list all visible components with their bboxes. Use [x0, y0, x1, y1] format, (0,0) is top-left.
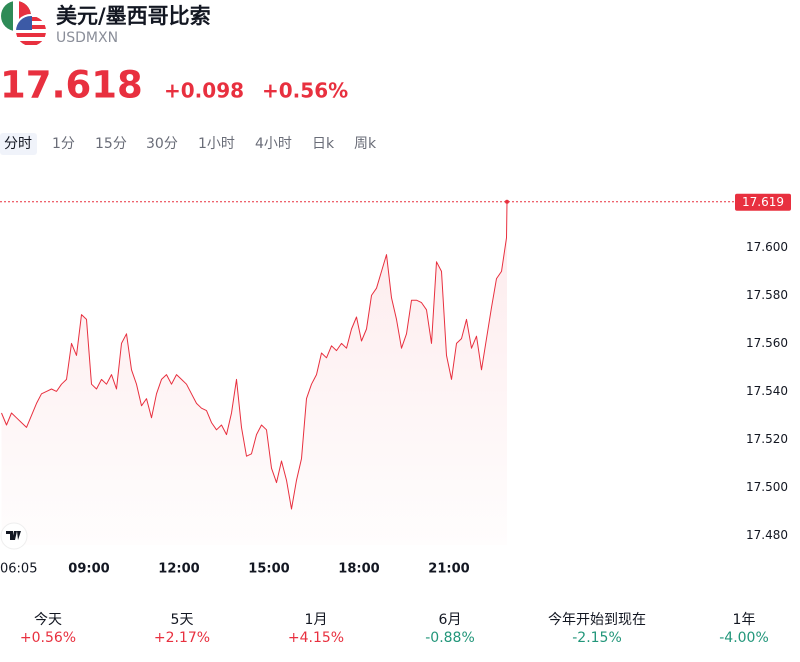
tab[interactable]: 周k	[354, 136, 377, 152]
y-tick-label: 17.520	[746, 432, 788, 446]
period-change[interactable]: -2.15%	[572, 630, 622, 646]
active-tab-bg[interactable]	[0, 133, 37, 155]
period-label[interactable]: 今天	[34, 612, 62, 628]
performance-row: 今天 +0.56% 5天 +2.17% 1月 +4.15% 6月 -0.88% 今年开始到现在 -…	[20, 612, 769, 646]
tab[interactable]: 1小时	[198, 136, 235, 152]
period-change[interactable]: -4.00%	[719, 630, 769, 646]
x-tick-label: 06:05	[0, 562, 37, 577]
price-change: +0.098	[164, 79, 244, 103]
x-tick-label: 12:00	[158, 562, 199, 577]
area	[1, 201, 507, 546]
y-tick-label: 17.540	[746, 384, 788, 398]
tab[interactable]: 30分	[146, 136, 178, 152]
title: 美元/墨西哥比索	[56, 4, 211, 28]
tab[interactable]: 1分	[52, 136, 75, 152]
active-tab[interactable]: 分时	[4, 136, 32, 152]
period-label[interactable]: 5天	[171, 612, 194, 628]
period-label[interactable]: 1月	[305, 612, 328, 628]
price-change-pct: +0.56%	[262, 79, 348, 103]
tradingview-logo	[0, 522, 28, 550]
x-tick-label: 21:00	[428, 562, 469, 577]
period-change[interactable]: +4.15%	[288, 630, 344, 646]
interval-tabs: 分时 1分 15分 30分 1小时 4小时 日k 周k	[0, 133, 377, 155]
tab[interactable]: 4小时	[255, 136, 292, 152]
period-change[interactable]: +2.17%	[154, 630, 210, 646]
last-price-box	[735, 193, 791, 211]
period-change[interactable]: -0.88%	[425, 630, 475, 646]
y-tick-label: 17.580	[746, 288, 788, 302]
last-price-label: 17.619	[742, 195, 784, 209]
price-line	[1, 201, 508, 510]
currency-flags	[1, 1, 48, 48]
period-label[interactable]: 今年开始到现在	[548, 612, 646, 628]
y-tick-label: 17.480	[746, 528, 788, 542]
tab[interactable]: 日k	[312, 136, 335, 152]
period-label[interactable]: 1年	[733, 612, 756, 628]
period-label[interactable]: 6月	[439, 612, 462, 628]
y-tick-label: 17.500	[746, 480, 788, 494]
period-change[interactable]: +0.56%	[20, 630, 76, 646]
last-point	[505, 199, 509, 204]
x-tick-label: 15:00	[248, 562, 289, 577]
tab[interactable]: 15分	[95, 136, 127, 152]
chart: 17.480 17.500 17.520 17.540 17.560 17.580 17.6…	[0, 193, 791, 577]
x-tick-label: 18:00	[338, 562, 379, 577]
y-tick-label: 17.600	[746, 240, 788, 254]
symbol: USDMXN	[56, 30, 118, 46]
x-tick-label: 09:00	[68, 562, 109, 577]
price: 17.618	[0, 64, 143, 107]
y-tick-label: 17.560	[746, 336, 788, 350]
